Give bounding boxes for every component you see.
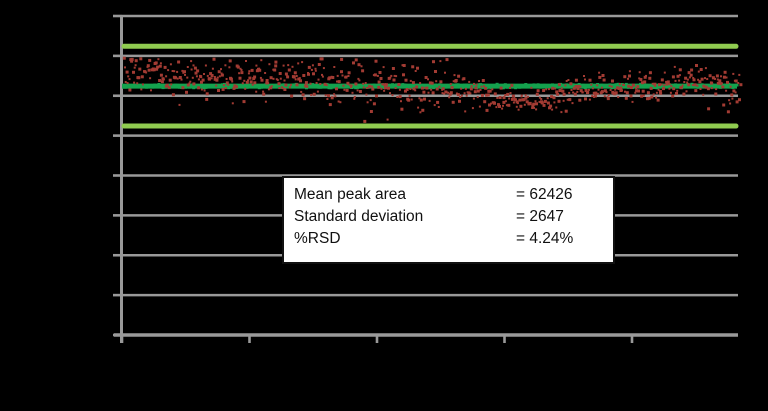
stats-value: = 62426 — [516, 186, 573, 203]
stats-label: Standard deviation — [294, 208, 424, 225]
stats-label: Mean peak area — [294, 186, 407, 203]
peak-area-points — [122, 56, 743, 123]
stats-row-rsd: %RSD = 4.24% — [294, 228, 613, 250]
stats-value: = 4.24% — [516, 230, 574, 247]
stats-row-sd: Standard deviation = 2647 — [294, 206, 613, 228]
stats-row-mean: Mean peak area = 62426 — [294, 184, 613, 206]
stats-label: %RSD — [294, 230, 341, 247]
axes — [113, 14, 738, 343]
stats-value: = 2647 — [516, 208, 564, 225]
mean-marker-series — [122, 82, 739, 90]
stats-annotation-box: Mean peak area = 62426 Standard deviatio… — [282, 176, 615, 264]
